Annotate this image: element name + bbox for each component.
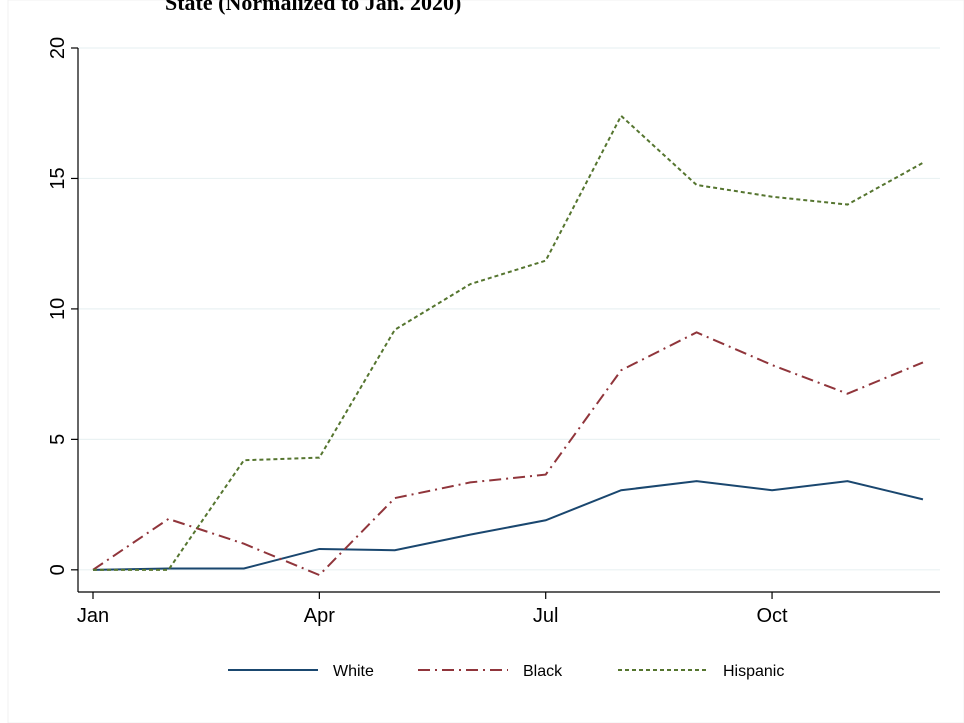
data-line <box>93 114 924 571</box>
x-tick-label: Jul <box>533 605 559 627</box>
x-tick-label: Oct <box>756 605 788 627</box>
data-line <box>92 480 924 571</box>
legend-label: Black <box>523 663 563 680</box>
x-tick-label: Apr <box>304 605 335 627</box>
x-tick-label: Jan <box>77 605 109 627</box>
y-tick-label: 15 <box>47 167 69 189</box>
chart-title: State (Normalized to Jan. 2020) <box>165 0 461 15</box>
y-tick-label: 0 <box>47 564 69 575</box>
y-tick-label: 10 <box>47 298 69 320</box>
y-tick-label: 20 <box>47 37 69 59</box>
data-line <box>92 331 924 577</box>
chart-background <box>7 0 964 723</box>
legend-label: White <box>333 663 374 680</box>
y-tick-label: 5 <box>47 434 69 445</box>
legend-label: Hispanic <box>723 663 784 680</box>
